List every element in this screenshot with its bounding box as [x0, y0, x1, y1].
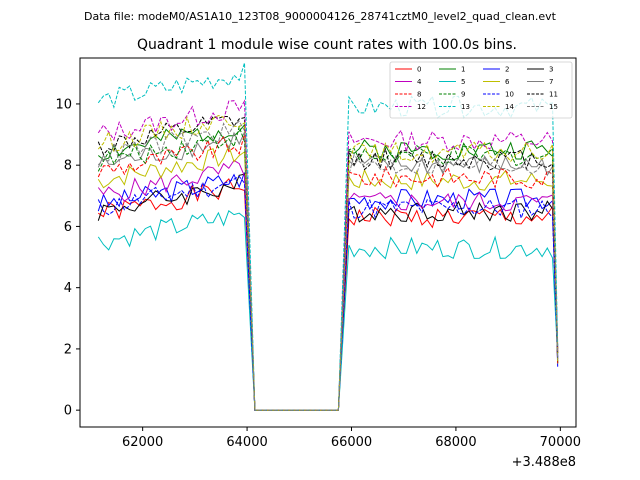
plot-area: [97, 62, 559, 411]
series-line-12: [97, 99, 559, 411]
y-tick-label: 6: [64, 220, 72, 235]
series-line-10: [97, 175, 559, 411]
legend-label: 11: [549, 91, 558, 99]
legend-label: 6: [505, 78, 510, 86]
series-line-4: [97, 159, 559, 411]
series-line-6: [97, 144, 559, 411]
y-tick-label: 4: [64, 281, 72, 296]
x-axis-offset-label: +3.488e8: [512, 455, 576, 470]
legend-label: 7: [549, 78, 553, 86]
figure-supertitle: Data file: modeM0/AS1A10_123T08_90000041…: [84, 10, 557, 23]
legend-label: 3: [549, 66, 553, 74]
axes-frame: [79, 57, 577, 428]
legend-label: 12: [417, 103, 426, 111]
x-axis: 62000 64000 66000 68000 70000: [122, 427, 581, 450]
x-tick-label: 62000: [122, 435, 163, 450]
chart-title: Quadrant 1 module wise count rates with …: [137, 37, 517, 53]
series-line-2: [97, 172, 559, 411]
legend-label: 10: [505, 91, 514, 99]
legend-label: 15: [549, 103, 558, 111]
series-line-14: [97, 114, 559, 411]
y-tick-label: 2: [64, 342, 72, 357]
legend-label: 8: [417, 91, 421, 99]
series-line-3: [97, 173, 559, 411]
legend-label: 9: [461, 91, 465, 99]
y-tick-label: 0: [64, 404, 72, 419]
y-axis: 0 2 4 6 8 10: [55, 97, 80, 419]
series-line-5: [97, 210, 559, 411]
series-line-15: [97, 120, 559, 411]
legend-label: 5: [461, 78, 465, 86]
x-tick-label: 66000: [331, 435, 372, 450]
legend-label: 1: [461, 66, 465, 74]
series-line-8: [97, 133, 559, 411]
series-line-9: [97, 125, 559, 411]
legend-label: 4: [417, 78, 422, 86]
y-tick-label: 8: [64, 159, 72, 174]
legend-label: 2: [505, 66, 509, 74]
legend-label: 14: [505, 103, 514, 111]
legend-label: 0: [417, 66, 421, 74]
x-tick-label: 64000: [226, 435, 267, 450]
series-line-11: [97, 115, 559, 411]
y-tick-label: 10: [55, 97, 72, 112]
series-line-0: [98, 178, 559, 411]
x-tick-label: 70000: [540, 435, 581, 450]
series-line-7: [97, 131, 559, 411]
legend-box: [389, 61, 573, 119]
x-tick-label: 68000: [435, 435, 476, 450]
series-line-1: [97, 123, 559, 411]
legend-label: 13: [461, 103, 470, 111]
